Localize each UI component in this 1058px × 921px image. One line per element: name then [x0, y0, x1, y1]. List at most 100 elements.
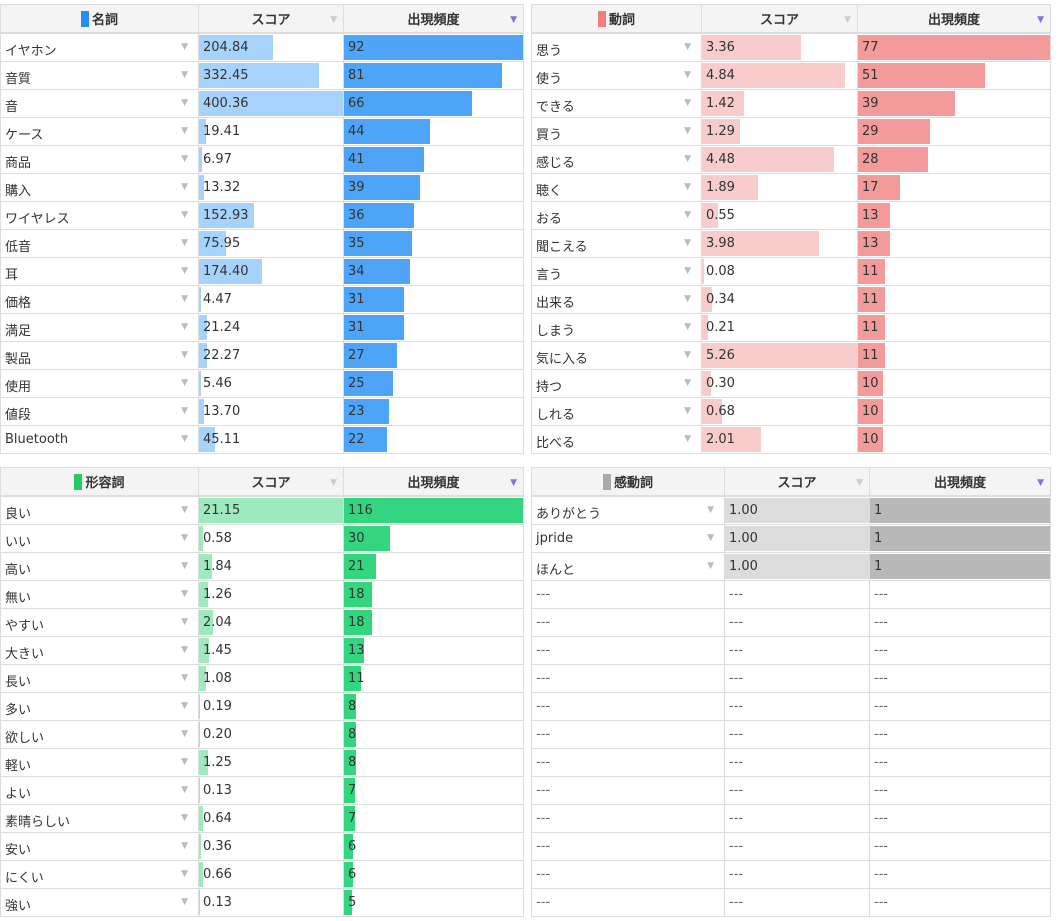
dropdown-arrow-icon[interactable]: ▼	[181, 897, 188, 907]
dropdown-arrow-icon[interactable]: ▼	[684, 266, 691, 276]
dropdown-arrow-icon[interactable]: ▼	[181, 505, 188, 515]
word-cell[interactable]: 低音 ▼	[1, 230, 199, 257]
word-cell[interactable]: 持つ ▼	[532, 370, 702, 397]
dropdown-arrow-icon[interactable]: ▼	[684, 322, 691, 332]
dropdown-arrow-icon[interactable]: ▼	[181, 869, 188, 879]
dropdown-arrow-icon[interactable]: ▼	[707, 561, 714, 571]
dropdown-arrow-icon[interactable]: ▼	[181, 645, 188, 655]
dropdown-arrow-icon[interactable]: ▼	[181, 785, 188, 795]
word-cell[interactable]: 大きい ▼	[1, 637, 199, 664]
word-cell[interactable]: 満足 ▼	[1, 314, 199, 341]
dropdown-arrow-icon[interactable]: ▼	[684, 126, 691, 136]
word-cell[interactable]: 良い ▼	[1, 497, 199, 524]
word-cell[interactable]: 高い ▼	[1, 553, 199, 580]
dropdown-arrow-icon[interactable]: ▼	[181, 126, 188, 136]
dropdown-arrow-icon[interactable]: ▼	[684, 434, 691, 444]
word-cell[interactable]: しれる ▼	[532, 398, 702, 425]
dropdown-arrow-icon[interactable]: ▼	[181, 813, 188, 823]
dropdown-arrow-icon[interactable]: ▼	[684, 294, 691, 304]
sort-arrow-icon[interactable]: ▼	[510, 15, 517, 25]
sort-arrow-icon[interactable]: ▼	[510, 478, 517, 488]
word-cell[interactable]: 買う ▼	[532, 118, 702, 145]
dropdown-arrow-icon[interactable]: ▼	[181, 589, 188, 599]
column-header-score_label[interactable]: スコア ▼	[199, 468, 344, 495]
dropdown-arrow-icon[interactable]: ▼	[707, 505, 714, 515]
dropdown-arrow-icon[interactable]: ▼	[181, 729, 188, 739]
word-cell[interactable]: 使う ▼	[532, 62, 702, 89]
sort-arrow-icon[interactable]: ▼	[844, 15, 851, 25]
dropdown-arrow-icon[interactable]: ▼	[181, 841, 188, 851]
word-cell[interactable]: イヤホン ▼	[1, 34, 199, 61]
dropdown-arrow-icon[interactable]: ▼	[181, 350, 188, 360]
word-cell[interactable]: にくい ▼	[1, 861, 199, 888]
word-cell[interactable]: 比べる ▼	[532, 426, 702, 453]
word-cell[interactable]: 長い ▼	[1, 665, 199, 692]
column-header-freq_label[interactable]: 出現頻度 ▼	[344, 468, 523, 495]
word-cell[interactable]: 製品 ▼	[1, 342, 199, 369]
dropdown-arrow-icon[interactable]: ▼	[181, 294, 188, 304]
dropdown-arrow-icon[interactable]: ▼	[181, 182, 188, 192]
dropdown-arrow-icon[interactable]: ▼	[181, 561, 188, 571]
column-header-title[interactable]: 感動詞	[532, 468, 725, 495]
dropdown-arrow-icon[interactable]: ▼	[684, 98, 691, 108]
dropdown-arrow-icon[interactable]: ▼	[181, 378, 188, 388]
dropdown-arrow-icon[interactable]: ▼	[707, 533, 714, 543]
column-header-freq_label[interactable]: 出現頻度 ▼	[344, 5, 523, 32]
dropdown-arrow-icon[interactable]: ▼	[684, 42, 691, 52]
word-cell[interactable]: やすい ▼	[1, 609, 199, 636]
column-header-freq_label[interactable]: 出現頻度 ▼	[858, 5, 1050, 32]
dropdown-arrow-icon[interactable]: ▼	[684, 210, 691, 220]
word-cell[interactable]: よい ▼	[1, 777, 199, 804]
column-header-title[interactable]: 名詞	[1, 5, 199, 32]
word-cell[interactable]: できる ▼	[532, 90, 702, 117]
word-cell[interactable]: 価格 ▼	[1, 286, 199, 313]
word-cell[interactable]: おる ▼	[532, 202, 702, 229]
sort-arrow-icon[interactable]: ▼	[1037, 15, 1044, 25]
word-cell[interactable]: 使用 ▼	[1, 370, 199, 397]
dropdown-arrow-icon[interactable]: ▼	[181, 154, 188, 164]
word-cell[interactable]: 値段 ▼	[1, 398, 199, 425]
dropdown-arrow-icon[interactable]: ▼	[181, 617, 188, 627]
word-cell[interactable]: 軽い ▼	[1, 749, 199, 776]
dropdown-arrow-icon[interactable]: ▼	[684, 350, 691, 360]
word-cell[interactable]: 購入 ▼	[1, 174, 199, 201]
word-cell[interactable]: Bluetooth ▼	[1, 426, 199, 453]
word-cell[interactable]: 聞こえる ▼	[532, 230, 702, 257]
column-header-freq_label[interactable]: 出現頻度 ▼	[870, 468, 1050, 495]
word-cell[interactable]: 音質 ▼	[1, 62, 199, 89]
sort-arrow-icon[interactable]: ▼	[330, 15, 337, 25]
dropdown-arrow-icon[interactable]: ▼	[684, 238, 691, 248]
column-header-title[interactable]: 動詞	[532, 5, 702, 32]
sort-arrow-icon[interactable]: ▼	[1037, 478, 1044, 488]
word-cell[interactable]: ほんと ▼	[532, 553, 725, 580]
dropdown-arrow-icon[interactable]: ▼	[684, 406, 691, 416]
dropdown-arrow-icon[interactable]: ▼	[181, 238, 188, 248]
word-cell[interactable]: 商品 ▼	[1, 146, 199, 173]
dropdown-arrow-icon[interactable]: ▼	[181, 266, 188, 276]
dropdown-arrow-icon[interactable]: ▼	[181, 757, 188, 767]
sort-arrow-icon[interactable]: ▼	[856, 478, 863, 488]
word-cell[interactable]: 多い ▼	[1, 693, 199, 720]
column-header-score_label[interactable]: スコア ▼	[702, 5, 858, 32]
dropdown-arrow-icon[interactable]: ▼	[181, 42, 188, 52]
word-cell[interactable]: 安い ▼	[1, 833, 199, 860]
dropdown-arrow-icon[interactable]: ▼	[684, 182, 691, 192]
dropdown-arrow-icon[interactable]: ▼	[181, 533, 188, 543]
word-cell[interactable]: 強い ▼	[1, 889, 199, 916]
word-cell[interactable]: 言う ▼	[532, 258, 702, 285]
word-cell[interactable]: 思う ▼	[532, 34, 702, 61]
word-cell[interactable]: 出来る ▼	[532, 286, 702, 313]
dropdown-arrow-icon[interactable]: ▼	[181, 98, 188, 108]
dropdown-arrow-icon[interactable]: ▼	[181, 406, 188, 416]
word-cell[interactable]: 気に入る ▼	[532, 342, 702, 369]
word-cell[interactable]: jpride ▼	[532, 525, 725, 552]
word-cell[interactable]: 感じる ▼	[532, 146, 702, 173]
dropdown-arrow-icon[interactable]: ▼	[181, 322, 188, 332]
dropdown-arrow-icon[interactable]: ▼	[684, 70, 691, 80]
sort-arrow-icon[interactable]: ▼	[330, 478, 337, 488]
word-cell[interactable]: 素晴らしい ▼	[1, 805, 199, 832]
word-cell[interactable]: 聴く ▼	[532, 174, 702, 201]
word-cell[interactable]: 無い ▼	[1, 581, 199, 608]
dropdown-arrow-icon[interactable]: ▼	[181, 70, 188, 80]
column-header-title[interactable]: 形容詞	[1, 468, 199, 495]
